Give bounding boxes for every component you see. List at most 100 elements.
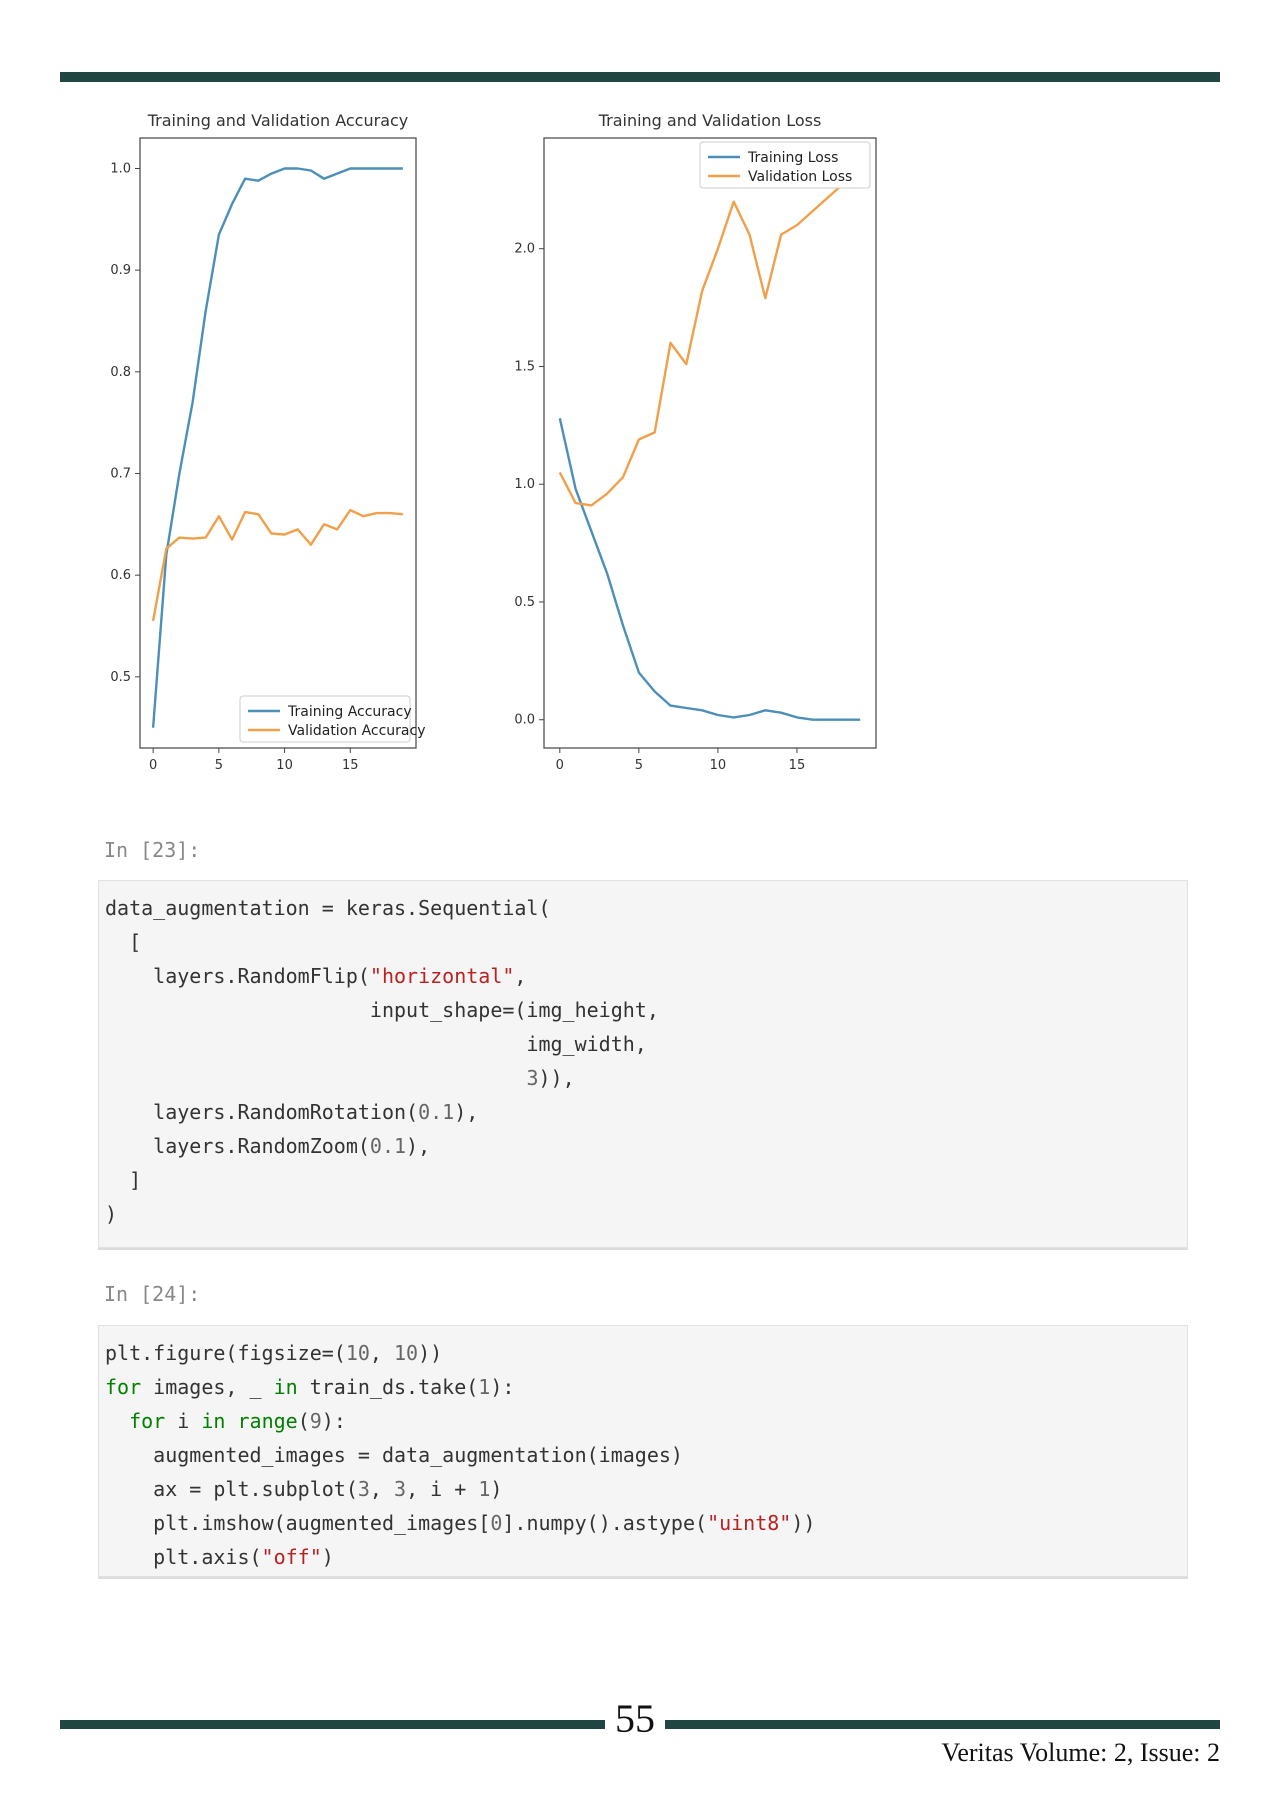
code-cell-23[interactable]: data_augmentation = keras.Sequential( [ … xyxy=(98,880,1188,1248)
code-token: for xyxy=(105,1375,142,1399)
accuracy-chart-svg: Training and Validation Accuracy 0.5 0.6 0.… xyxy=(110,111,426,773)
code-token: ), xyxy=(454,1100,479,1124)
top-rule xyxy=(60,72,1220,82)
code-token: )) xyxy=(418,1341,443,1365)
legend-label: Training Loss xyxy=(747,150,838,166)
code-token: 3 xyxy=(526,1066,539,1090)
x-tick-label: 5 xyxy=(215,758,223,773)
cell-prompt-24: In [24]: xyxy=(104,1282,201,1306)
series-line xyxy=(558,418,861,721)
code-token: )), xyxy=(538,1066,575,1090)
code-block-24: plt.figure(figsize=(10, 10)) for images,… xyxy=(99,1326,1187,1584)
code-block-23: data_augmentation = keras.Sequential( [ … xyxy=(99,881,1187,1241)
code-token: in xyxy=(201,1409,226,1433)
code-token: 10 xyxy=(345,1341,370,1365)
code-token: ( xyxy=(297,1409,310,1433)
code-token: range xyxy=(237,1409,298,1433)
code-token: layers.RandomFlip( xyxy=(105,964,370,988)
code-token: 1 xyxy=(478,1375,491,1399)
code-token: 0 xyxy=(490,1511,503,1535)
y-tick-label: 0.0 xyxy=(514,713,535,728)
legend-box xyxy=(239,695,411,743)
x-tick-label: 10 xyxy=(276,758,293,773)
y-tick-label: 1.5 xyxy=(514,359,535,374)
bottom-rule-right xyxy=(665,1720,1220,1729)
y-tick-label: 0.8 xyxy=(110,365,131,380)
code-token: ) xyxy=(321,1545,334,1569)
code-token: data_augmentation = keras.Sequential( xyxy=(105,896,551,920)
code-token xyxy=(105,1409,129,1433)
y-tick-label: 0.5 xyxy=(514,595,535,610)
code-token: ): xyxy=(321,1409,346,1433)
code-token: ) xyxy=(105,1202,118,1226)
page-number: 55 xyxy=(615,1696,655,1741)
x-tick-label: 10 xyxy=(710,758,727,773)
code-token: i xyxy=(165,1409,202,1433)
loss-chart: Training and Validation Loss 0.0 0.5 1.0 1.5… xyxy=(500,96,900,776)
y-tick-label: 1.0 xyxy=(514,477,535,492)
code-token: augmented_images = data_augmentation(ima… xyxy=(105,1443,683,1467)
chart-title: Training and Validation Loss xyxy=(598,111,822,130)
code-token: [ xyxy=(105,930,142,954)
code-token: plt.axis( xyxy=(105,1545,262,1569)
y-tick-label: 0.6 xyxy=(110,568,131,583)
x-tick-label: 0 xyxy=(149,758,157,773)
code-token: ax = plt.subplot( xyxy=(105,1477,358,1501)
code-token: 3 xyxy=(357,1477,370,1501)
code-token: ) xyxy=(490,1477,503,1501)
code-token: 3 xyxy=(394,1477,407,1501)
journal-footer: Veritas Volume: 2, Issue: 2 xyxy=(941,1738,1220,1767)
code-token: layers.RandomRotation( xyxy=(105,1100,419,1124)
code-token: img_width, xyxy=(105,1032,647,1056)
legend-label: Validation Accuracy xyxy=(288,723,426,739)
x-tick-label: 15 xyxy=(789,758,806,773)
code-token: 9 xyxy=(309,1409,322,1433)
code-token xyxy=(225,1409,237,1433)
chart-title: Training and Validation Accuracy xyxy=(147,111,409,130)
code-token: "uint8" xyxy=(707,1511,792,1535)
code-token: )) xyxy=(791,1511,816,1535)
series-line xyxy=(151,508,403,622)
code-token: ), xyxy=(406,1134,431,1158)
code-token: in xyxy=(273,1375,298,1399)
series-line xyxy=(558,153,862,507)
y-tick-label: 0.9 xyxy=(110,263,131,278)
x-tick-label: 5 xyxy=(635,758,643,773)
code-token: 0.1 xyxy=(418,1100,455,1124)
legend-label: Validation Loss xyxy=(748,169,852,185)
code-token: ): xyxy=(490,1375,515,1399)
y-tick-label: 1.0 xyxy=(110,162,131,177)
code-token: plt.figure(figsize=( xyxy=(105,1341,346,1365)
bottom-rule-left xyxy=(60,1720,605,1729)
code-token: 0.1 xyxy=(369,1134,407,1158)
code-token: ] xyxy=(105,1168,142,1192)
accuracy-chart: Training and Validation Accuracy 0.5 0.6 0.… xyxy=(80,96,500,776)
code-token: ].numpy().astype( xyxy=(502,1511,708,1535)
code-token: images, _ xyxy=(141,1375,274,1399)
code-token: 10 xyxy=(394,1341,419,1365)
x-tick-label: 15 xyxy=(342,758,359,773)
code-token: 1 xyxy=(478,1477,491,1501)
loss-chart-svg: Training and Validation Loss 0.0 0.5 1.0 1.5… xyxy=(514,111,877,773)
plot-frame xyxy=(543,137,877,749)
plot-frame xyxy=(139,137,417,749)
code-token: "off" xyxy=(261,1545,322,1569)
code-token: plt.imshow(augmented_images[ xyxy=(105,1511,491,1535)
code-token: , xyxy=(369,1341,395,1365)
code-token: , xyxy=(369,1477,395,1501)
code-token: train_ds.take( xyxy=(297,1375,479,1399)
y-tick-label: 0.5 xyxy=(110,670,131,685)
code-token: , xyxy=(514,964,527,988)
code-token xyxy=(105,1066,526,1090)
y-tick-label: 2.0 xyxy=(514,242,535,257)
cell-prompt-23: In [23]: xyxy=(104,838,201,862)
code-token: layers.RandomZoom( xyxy=(105,1134,370,1158)
code-token: for xyxy=(129,1409,166,1433)
legend-box xyxy=(699,141,871,189)
code-token: , i + xyxy=(406,1477,479,1501)
legend-label: Training Accuracy xyxy=(287,704,412,720)
series-line xyxy=(151,167,403,728)
code-token: input_shape=(img_height, xyxy=(105,998,659,1022)
y-tick-label: 0.7 xyxy=(110,467,131,482)
code-cell-24[interactable]: plt.figure(figsize=(10, 10)) for images,… xyxy=(98,1325,1188,1577)
